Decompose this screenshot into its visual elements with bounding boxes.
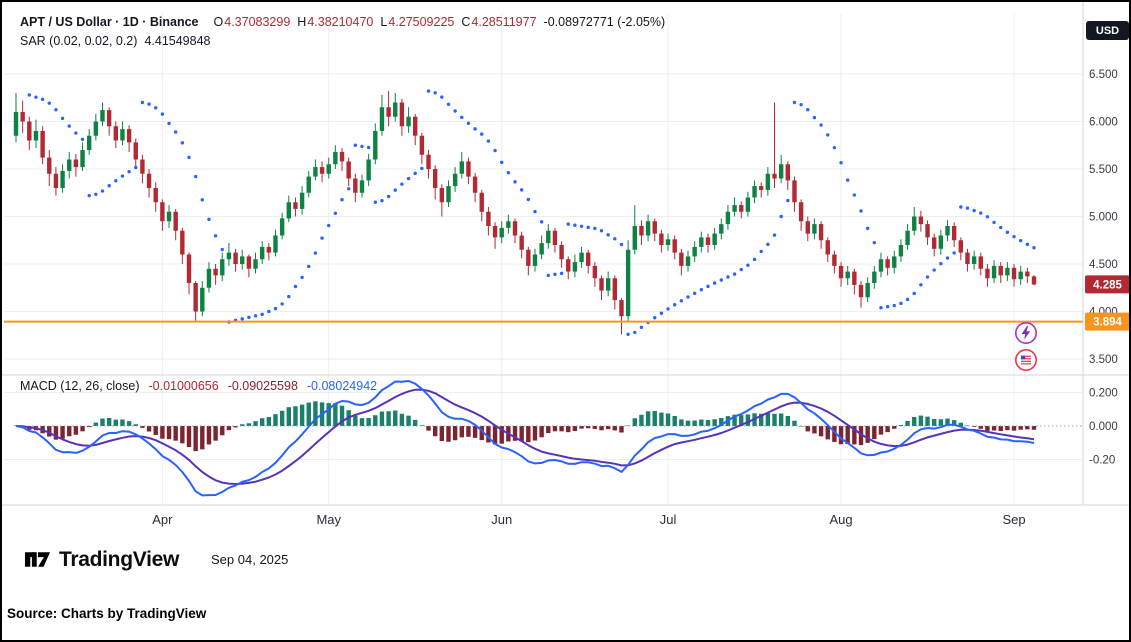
- macd-signal-line: [15, 388, 1035, 485]
- macd-legend: MACD (12, 26, close) -0.01000656 -0.090255…: [20, 379, 377, 393]
- sar-legend: SAR (0.02, 0.02, 0.2) 4.41549848: [20, 34, 210, 48]
- change-value: -0.08972771 (-2.05%): [543, 15, 666, 29]
- svg-text:Aug: Aug: [829, 512, 852, 527]
- close-value: 4.28511977: [471, 15, 537, 29]
- macd-axis[interactable]: 0.200 0.000 -0.20: [1089, 388, 1118, 467]
- sar-dots: [27, 89, 1036, 336]
- macd-hist-value: -0.01000656: [148, 379, 219, 393]
- svg-text:4.285: 4.285: [1093, 279, 1122, 291]
- tradingview-watermark: TradingView Sep 04, 2025: [24, 547, 288, 572]
- open-value: 4.37083299: [224, 15, 291, 29]
- svg-text:0.200: 0.200: [1089, 388, 1118, 400]
- macd-main-line: [15, 380, 1035, 497]
- svg-text:Jul: Jul: [660, 512, 677, 527]
- macd-pane: [4, 380, 1083, 497]
- macd-label: MACD (12, 26, close): [20, 379, 140, 393]
- pane-dividers: [2, 2, 1129, 506]
- currency-button[interactable]: USD: [1086, 21, 1129, 40]
- svg-text:0.000: 0.000: [1089, 421, 1118, 433]
- macd-line-value: -0.09025598: [227, 379, 298, 393]
- tradingview-logo-icon: [24, 552, 51, 567]
- svg-text:5.500: 5.500: [1089, 164, 1118, 176]
- symbol-legend: APT / US Dollar · 1D · Binance O4.3708329…: [20, 15, 665, 29]
- low-value: 4.27509225: [388, 15, 455, 29]
- source-attribution: Source: Charts by TradingView: [7, 606, 207, 621]
- svg-text:5.000: 5.000: [1089, 212, 1118, 224]
- svg-text:Apr: Apr: [152, 512, 173, 527]
- svg-text:4.500: 4.500: [1089, 259, 1118, 271]
- low-label: L: [380, 15, 388, 29]
- price-macd-chart[interactable]: 0.200 0.000 -0.20 6.500 6.000 5.500 5.000 4.500…: [2, 2, 1131, 537]
- lightning-event-icon[interactable]: [1014, 321, 1038, 345]
- svg-text:6.500: 6.500: [1089, 69, 1118, 81]
- open-label: O: [213, 15, 224, 29]
- close-label: C: [461, 15, 471, 29]
- symbol-title: APT / US Dollar · 1D · Binance: [20, 15, 199, 29]
- macd-histogram: [13, 401, 1037, 452]
- tradingview-brand-text: TradingView: [59, 547, 180, 571]
- svg-text:3.894: 3.894: [1093, 317, 1122, 329]
- sar-value: 4.41549848: [144, 34, 211, 48]
- svg-text:May: May: [316, 512, 341, 527]
- svg-text:3.500: 3.500: [1089, 354, 1118, 366]
- last-price-badge: 4.285: [1085, 275, 1129, 294]
- svg-text:Sep: Sep: [1002, 512, 1025, 527]
- chart-date: Sep 04, 2025: [211, 552, 289, 567]
- svg-text:6.000: 6.000: [1089, 117, 1118, 129]
- flag-event-icon[interactable]: [1014, 348, 1038, 372]
- svg-text:-0.20: -0.20: [1089, 454, 1115, 466]
- time-axis[interactable]: Apr May Jun Jul Aug Sep: [152, 512, 1025, 527]
- high-label: H: [297, 15, 307, 29]
- macd-signal-value: -0.08024942: [306, 379, 378, 393]
- gridlines: [4, 14, 1083, 505]
- flag-icon: [1015, 349, 1037, 371]
- svg-text:Jun: Jun: [491, 512, 512, 527]
- high-value: 4.38210470: [307, 15, 374, 29]
- level-price-badge: 3.894: [1085, 312, 1129, 331]
- sar-label: SAR (0.02, 0.02, 0.2): [20, 34, 138, 48]
- lightning-icon: [1015, 322, 1037, 344]
- candlestick-series: [13, 91, 1037, 335]
